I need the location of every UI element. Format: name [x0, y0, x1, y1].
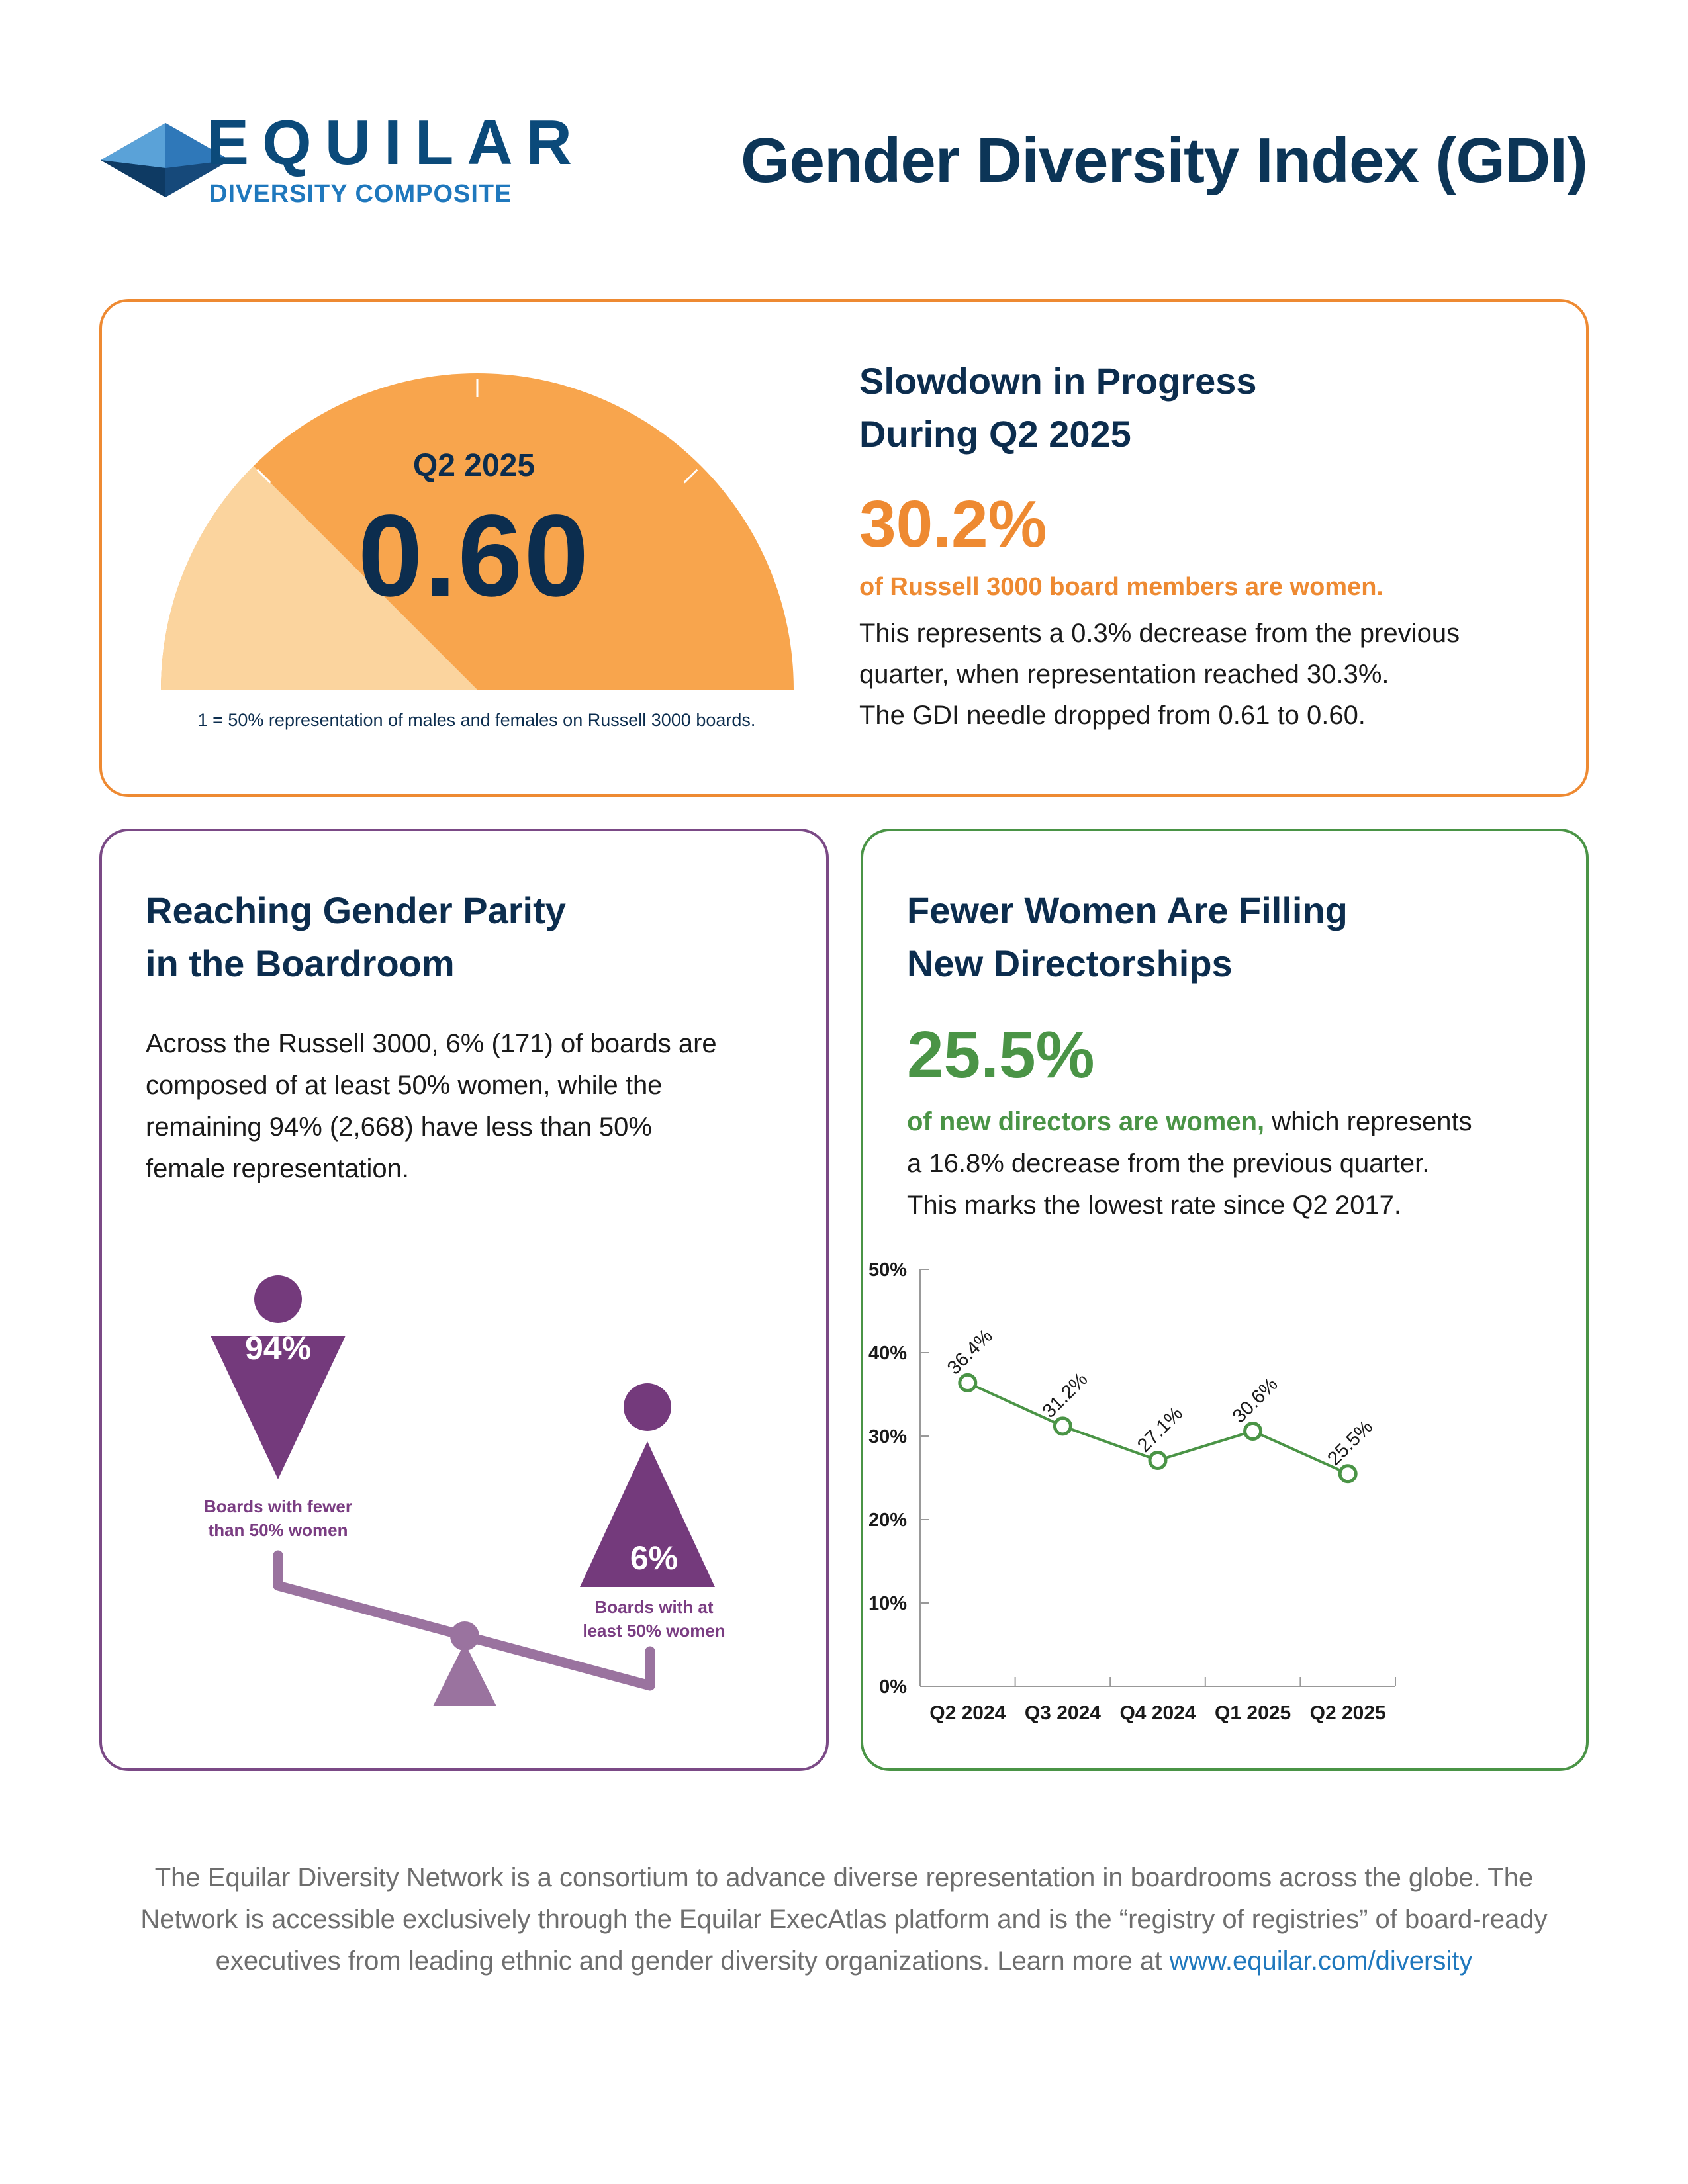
slowdown-body-line: quarter, when representation reached 30.… [859, 660, 1389, 689]
equilar-logo-icon [101, 123, 230, 197]
x-tick-label: Q2 2024 [929, 1702, 1006, 1724]
footer-line-text: executives from leading ethnic and gende… [215, 1946, 1170, 1976]
gauge-value: 0.60 [357, 491, 590, 621]
parity-body-line: remaining 94% (2,668) have less than 50% [146, 1113, 652, 1142]
woman-figure-icon [211, 1336, 346, 1479]
x-tick-label: Q2 2025 [1310, 1702, 1386, 1724]
slowdown-heading-line: Slowdown in Progress [859, 360, 1257, 402]
page-title: Gender Diversity Index (GDI) [740, 125, 1588, 196]
slowdown-highlight: of Russell 3000 board members are women. [859, 573, 1383, 601]
scale-pivot [450, 1621, 479, 1651]
new-directors-body-line: of new directors are women, which repres… [907, 1101, 1562, 1143]
man-figure-icon [580, 1441, 715, 1587]
x-tick-label: Q3 2024 [1025, 1702, 1101, 1724]
new-directors-stat: 25.5% [907, 1018, 1095, 1092]
fewer-label-line: Boards with fewer [204, 1496, 352, 1516]
y-tick-label: 40% [868, 1343, 907, 1364]
data-label: 31.2% [1039, 1369, 1092, 1422]
footer-line: executives from leading ethnic and gende… [99, 1940, 1589, 1982]
new-directors-body-rest: which represents [1264, 1107, 1472, 1136]
x-tick-label: Q4 2024 [1119, 1702, 1196, 1724]
slowdown-body-line: This represents a 0.3% decrease from the… [859, 619, 1460, 648]
parity-body-line: composed of at least 50% women, while th… [146, 1071, 663, 1100]
gauge-tick [256, 469, 271, 484]
atleast-label-line: Boards with at [594, 1597, 714, 1617]
parity-body: Across the Russell 3000, 6% (171) of boa… [146, 1023, 781, 1190]
new-directors-body-line: a 16.8% decrease from the previous quart… [907, 1149, 1430, 1178]
parity-heading: Reaching Gender Parity in the Boardroom [146, 884, 741, 990]
women-board-members-stat: 30.2% [859, 487, 1047, 561]
gauge-remaining [161, 466, 477, 690]
x-tick-label: Q1 2025 [1215, 1702, 1291, 1724]
gauge-period: Q2 2025 [412, 448, 536, 483]
new-directors-heading-line: Fewer Women Are Filling [907, 889, 1348, 931]
fewer-than-50-label: Boards with fewer than 50% women [173, 1494, 383, 1542]
data-point [1053, 1416, 1072, 1436]
gauge-tick [683, 469, 698, 484]
parity-body-line: Across the Russell 3000, 6% (171) of boa… [146, 1029, 717, 1058]
parity-body-line: female representation. [146, 1154, 410, 1183]
gdi-gauge [161, 373, 794, 690]
data-label: 27.1% [1133, 1403, 1187, 1457]
gauge-note: 1 = 50% representation of males and fema… [197, 710, 756, 730]
at-least-50-percent: 6% [630, 1539, 679, 1576]
new-directors-highlight: of new directors are women, [907, 1107, 1265, 1136]
new-directors-body-line: This marks the lowest rate since Q2 2017… [907, 1191, 1401, 1220]
balance-scale-illustration [211, 1275, 715, 1706]
diversity-link[interactable]: www.equilar.com/diversity [1169, 1946, 1473, 1976]
data-point [1243, 1421, 1263, 1441]
new-directors-body: of new directors are women, which repres… [907, 1101, 1562, 1226]
data-label: 25.5% [1323, 1416, 1377, 1470]
new-directors-heading-line: New Directorships [907, 942, 1233, 984]
data-label: 36.4% [943, 1326, 997, 1379]
woman-head-icon [254, 1275, 302, 1323]
fewer-than-50-percent: 94% [244, 1330, 312, 1367]
y-tick-label: 20% [868, 1510, 907, 1531]
footer-text: The Equilar Diversity Network is a conso… [99, 1857, 1589, 1982]
parity-card [99, 829, 829, 1771]
new-directors-heading: Fewer Women Are Filling New Directorship… [907, 884, 1542, 990]
logo-wordmark: EQUILAR [207, 107, 585, 178]
parity-heading-line: in the Boardroom [146, 942, 455, 984]
y-tick-label: 50% [868, 1259, 907, 1281]
slowdown-body-line: The GDI needle dropped from 0.61 to 0.60… [859, 701, 1366, 730]
data-point [1148, 1451, 1168, 1471]
y-tick-label: 30% [868, 1426, 907, 1447]
slowdown-heading: Slowdown in Progress During Q2 2025 [859, 355, 1521, 461]
slowdown-heading-line: During Q2 2025 [859, 413, 1131, 455]
data-label: 30.6% [1229, 1374, 1282, 1428]
fewer-label-line: than 50% women [208, 1520, 348, 1540]
slowdown-body: This represents a 0.3% decrease from the… [859, 613, 1554, 736]
man-head-icon [624, 1383, 671, 1431]
footer-line: Network is accessible exclusively throug… [140, 1905, 1548, 1934]
atleast-label-line: least 50% women [583, 1621, 726, 1641]
scale-base-icon [433, 1643, 496, 1706]
new-directors-card [861, 829, 1589, 1771]
footer-line: The Equilar Diversity Network is a conso… [154, 1863, 1534, 1892]
new-directors-line-chart: 0% 10% 20% 30% 40% 50% Q2 2024 Q3 2024 Q4 2024 Q1… [868, 1259, 1396, 1724]
logo-subtitle: DIVERSITY COMPOSITE [209, 180, 512, 208]
data-point [958, 1373, 978, 1392]
parity-heading-line: Reaching Gender Parity [146, 889, 566, 931]
at-least-50-label: Boards with at least 50% women [549, 1595, 759, 1643]
y-tick-label: 0% [879, 1676, 907, 1698]
y-tick-label: 10% [868, 1593, 907, 1614]
data-point [1338, 1464, 1358, 1484]
